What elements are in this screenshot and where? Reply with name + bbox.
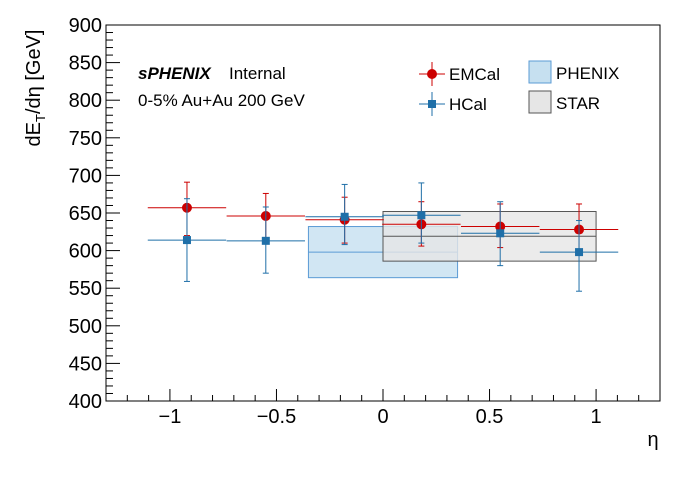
x-tick-label: 0.5: [476, 406, 504, 428]
bands-layer: [307, 210, 597, 279]
data-point: [182, 236, 191, 245]
y-tick-label: 550: [69, 278, 102, 300]
system-label: 0-5% Au+Au 200 GeV: [138, 91, 305, 110]
legend-hcal-label: HCal: [449, 95, 487, 114]
x-tick-label: 0: [377, 406, 388, 428]
brand-label: sPHENIX: [138, 64, 212, 83]
legend-emcal-marker: [427, 69, 437, 79]
y-tick-label: 400: [69, 391, 102, 413]
ticks-layer: 400 450 500 550 600 650 700 750 800 850 900 −1 −0.5 0…: [69, 15, 661, 428]
x-tick-label: 1: [591, 406, 602, 428]
legend-hcal-marker: [428, 100, 436, 108]
legend-item-phenix: PHENIX: [528, 60, 619, 84]
y-tick-label: 700: [69, 165, 102, 187]
y-tick-label: 750: [69, 128, 102, 150]
y-axis-label: dET/dη [GeV]: [23, 30, 48, 147]
x-tick-label: −0.5: [257, 406, 296, 428]
legend-phenix-label: PHENIX: [556, 64, 619, 83]
y-tick-label: 800: [69, 90, 102, 112]
legend-item-emcal: EMCal: [419, 62, 500, 86]
legend-star-swatch: [528, 90, 552, 114]
legend-phenix-swatch: [528, 60, 552, 84]
status-label: Internal: [229, 64, 286, 83]
data-point: [340, 212, 349, 221]
series-layer: [147, 181, 619, 292]
data-point: [496, 229, 505, 238]
data-point: [261, 236, 270, 245]
legend-emcal-label: EMCal: [449, 65, 500, 84]
y-tick-label: 600: [69, 241, 102, 263]
x-axis-label: η: [647, 429, 658, 451]
legend-item-star: STAR: [528, 90, 600, 114]
y-tick-label: 850: [69, 53, 102, 75]
data-point: [575, 248, 584, 257]
y-tick-label: 500: [69, 316, 102, 338]
x-tick-label: −1: [159, 406, 182, 428]
y-tick-label: 650: [69, 203, 102, 225]
y-tick-label: 450: [69, 353, 102, 375]
y-tick-label: 900: [69, 15, 102, 37]
series-hcal: [147, 182, 619, 292]
legend-star-label: STAR: [556, 94, 600, 113]
data-point: [417, 211, 426, 220]
legend: EMCal HCal PHENIX STAR: [419, 60, 619, 116]
legend-item-hcal: HCal: [419, 92, 487, 116]
